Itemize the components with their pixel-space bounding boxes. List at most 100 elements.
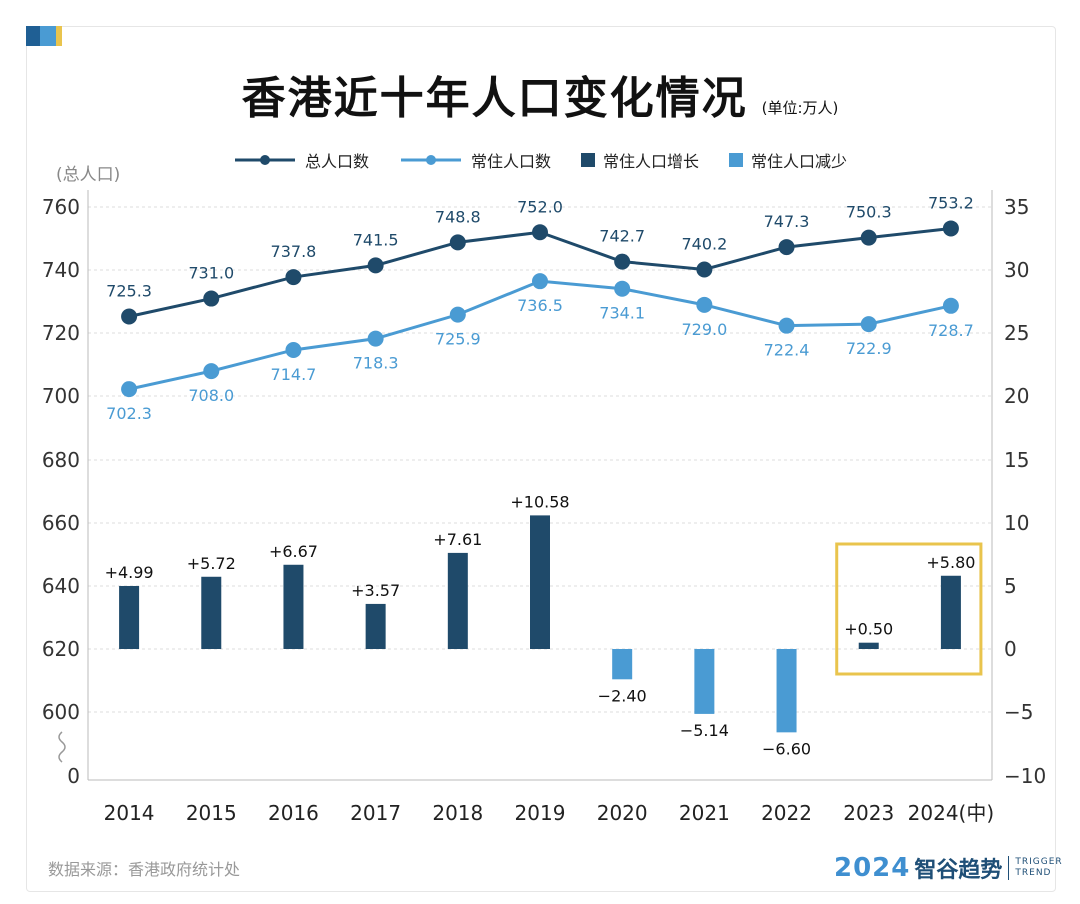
resident-population-point [532, 273, 548, 290]
total-value-label: 737.8 [271, 242, 317, 261]
left-tick-label: 600 [42, 700, 80, 724]
change-bar [776, 649, 797, 733]
change-value-label: +7.61 [433, 530, 482, 549]
legend-label: 常住人口数 [470, 152, 551, 171]
change-bar [530, 515, 550, 649]
change-value-label: +4.99 [105, 563, 154, 582]
resident-population-point [367, 330, 384, 347]
legend-label: 常住人口减少 [751, 152, 848, 171]
logo-english: TRIGGER TREND [1015, 857, 1062, 879]
chart-title: 香港近十年人口变化情况 [241, 73, 748, 124]
x-tick-label: 2020 [597, 801, 648, 825]
logo-english-bottom: TREND [1015, 868, 1052, 878]
logo-divider [1008, 856, 1010, 880]
accent-bar-dark [26, 26, 40, 46]
right-tick-label: 30 [1004, 258, 1029, 282]
brand-logo: 2024 智谷趋势 TRIGGER TREND [834, 852, 1063, 884]
change-value-label: +6.67 [269, 542, 318, 561]
right-tick-label: 20 [1004, 384, 1029, 408]
change-value-label: +3.57 [351, 581, 400, 600]
resident-value-label: 708.0 [188, 386, 234, 405]
left-tick-label: 620 [42, 637, 80, 661]
resident-population-point [449, 306, 466, 323]
resident-population-point [696, 296, 713, 313]
right-tick-label: 25 [1004, 321, 1029, 345]
change-bar [119, 585, 140, 649]
total-population-point [778, 239, 795, 256]
total-population-point [614, 253, 631, 270]
x-tick-label: 2019 [515, 801, 566, 825]
chart-card [26, 26, 1056, 892]
change-value-label: −5.14 [680, 721, 729, 740]
total-population-point [203, 290, 220, 307]
x-tick-label: 2014 [104, 801, 155, 825]
total-value-label: 747.3 [764, 212, 810, 231]
left-axis-unit: (总人口) [56, 165, 121, 185]
legend-item: 常住人口增长 [581, 148, 699, 172]
x-tick-label: 2024(中) [908, 801, 995, 825]
total-value-label: 748.8 [435, 207, 481, 226]
total-population-point [367, 257, 384, 274]
left-tick-label: 680 [42, 448, 80, 472]
left-tick-label: 660 [42, 511, 80, 535]
change-value-label: +5.80 [926, 553, 975, 572]
accent-bar-light [40, 26, 56, 46]
logo-english-top: TRIGGER [1015, 857, 1063, 867]
total-population-point [285, 269, 302, 286]
change-bar [940, 575, 961, 649]
total-value-label: 731.0 [188, 264, 234, 283]
logo-name: 智谷趋势 [914, 858, 1003, 883]
left-tick-label: 760 [42, 195, 80, 219]
total-value-label: 742.7 [599, 227, 645, 246]
change-bar [694, 649, 715, 714]
x-tick-label: 2021 [679, 801, 730, 825]
total-value-label: 752.0 [517, 197, 563, 216]
resident-population-point [121, 381, 138, 398]
legend-item: 总人口数 [233, 148, 369, 172]
source-note: 数据来源：香港政府统计处 [48, 860, 241, 879]
axis-break-icon [58, 731, 66, 763]
right-tick-label: 35 [1004, 195, 1029, 219]
resident-population-point [942, 297, 959, 314]
change-bar [201, 576, 222, 649]
change-bar [365, 603, 386, 649]
change-bar [447, 552, 468, 649]
total-population-point [121, 308, 138, 325]
total-value-label: 750.3 [846, 203, 892, 222]
legend-item: 常住人口数 [399, 148, 551, 172]
total-population-point [860, 229, 877, 246]
accent-bar-yellow [56, 26, 62, 46]
resident-value-label: 718.3 [353, 354, 399, 373]
legend-label: 常住人口增长 [603, 152, 700, 171]
chart-unit: (单位:万人) [761, 99, 839, 117]
change-value-label: −2.40 [598, 686, 647, 705]
right-tick-label: 5 [1004, 574, 1017, 598]
total-value-label: 753.2 [928, 193, 974, 212]
logo-year: 2024 [834, 853, 911, 883]
change-value-label: +10.58 [510, 492, 569, 511]
legend-bar-swatch [581, 153, 595, 167]
total-value-label: 741.5 [353, 230, 399, 249]
legend-label: 总人口数 [304, 152, 369, 171]
resident-population-point [778, 317, 795, 334]
total-value-label: 725.3 [106, 282, 152, 301]
resident-population-point [285, 341, 302, 358]
change-value-label: +5.72 [187, 554, 236, 573]
total-population-point [696, 261, 713, 278]
left-tick-label: 700 [42, 384, 80, 408]
legend-line-marker [400, 155, 461, 165]
resident-population-point [614, 280, 631, 297]
right-tick-label: 0 [1004, 637, 1017, 661]
left-tick-label: 640 [42, 574, 80, 598]
total-population-point [449, 234, 466, 251]
resident-value-label: 736.5 [517, 296, 563, 315]
left-tick-label: 740 [42, 258, 80, 282]
resident-value-label: 722.9 [846, 339, 892, 358]
resident-value-label: 722.4 [764, 341, 810, 360]
resident-value-label: 729.0 [681, 320, 727, 339]
total-value-label: 740.2 [681, 234, 727, 253]
legend-item: 常住人口减少 [729, 148, 847, 172]
x-tick-label: 2016 [268, 801, 319, 825]
right-tick-label: −10 [1004, 764, 1046, 788]
